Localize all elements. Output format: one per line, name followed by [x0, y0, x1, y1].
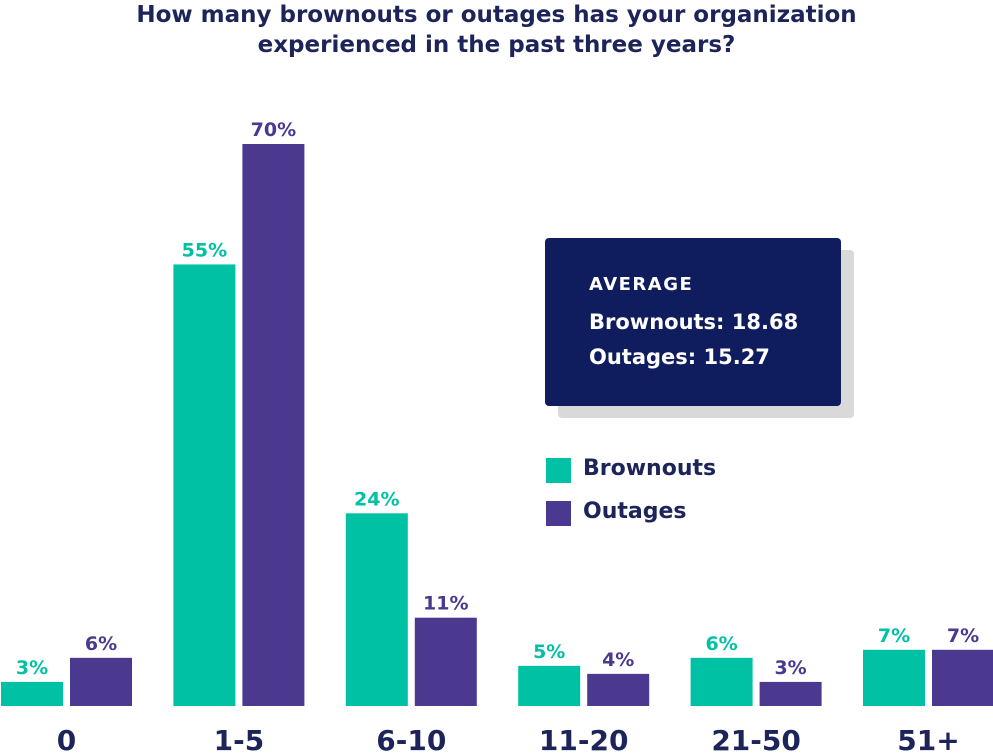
average-outages: Outages: 15.27 — [589, 345, 770, 369]
x-tick-label-21-50: 21-50 — [711, 724, 801, 754]
bar-outages-0 — [70, 657, 132, 706]
bar-outages-21-50 — [759, 681, 822, 706]
average-info-box: AVERAGE Brownouts: 18.68 Outages: 15.27 — [545, 238, 841, 406]
average-brownouts: Brownouts: 18.68 — [589, 310, 799, 334]
bar-brownouts-21-50 — [690, 657, 753, 706]
bar-brownouts-0 — [1, 681, 63, 706]
x-tick-label-11-20: 11-20 — [539, 724, 629, 754]
chart-title: How many brownouts or outages has your o… — [0, 0, 993, 60]
data-label-outages-0: 6% — [85, 633, 117, 655]
legend-label-brownouts: Brownouts — [583, 456, 717, 481]
data-label-brownouts-1-5: 55% — [182, 239, 227, 261]
chart-title-line-1: How many brownouts or outages has your o… — [136, 2, 857, 28]
chart-title-line-2: experienced in the past three years? — [257, 32, 736, 58]
bar-outages-51+ — [932, 649, 993, 706]
bar-brownouts-1-5 — [173, 264, 236, 706]
bar-brownouts-6-10 — [345, 513, 408, 706]
average-heading: AVERAGE — [589, 274, 694, 295]
bar-outages-1-5 — [242, 144, 305, 706]
data-label-brownouts-51+: 7% — [878, 625, 910, 647]
data-label-outages-1-5: 70% — [251, 119, 296, 141]
x-tick-label-51+: 51+ — [897, 724, 959, 754]
data-label-outages-11-20: 4% — [602, 649, 634, 671]
data-label-brownouts-21-50: 6% — [705, 633, 737, 655]
data-label-outages-6-10: 11% — [423, 593, 468, 615]
bar-brownouts-11-20 — [518, 665, 581, 706]
data-label-brownouts-6-10: 24% — [354, 488, 399, 510]
data-label-outages-51+: 7% — [947, 625, 979, 647]
x-tick-label-6-10: 6-10 — [376, 724, 446, 754]
legend-label-outages: Outages — [583, 499, 687, 524]
bar-outages-11-20 — [587, 673, 650, 706]
legend-swatch-brownouts — [546, 458, 571, 483]
data-label-brownouts-11-20: 5% — [533, 641, 565, 663]
data-label-brownouts-0: 3% — [16, 657, 48, 679]
data-label-outages-21-50: 3% — [774, 657, 806, 679]
legend-swatch-outages — [546, 501, 571, 526]
x-tick-label-1-5: 1-5 — [214, 724, 265, 754]
bar-outages-6-10 — [414, 617, 477, 706]
bar-brownouts-51+ — [863, 649, 925, 706]
x-tick-label-0: 0 — [57, 724, 76, 754]
